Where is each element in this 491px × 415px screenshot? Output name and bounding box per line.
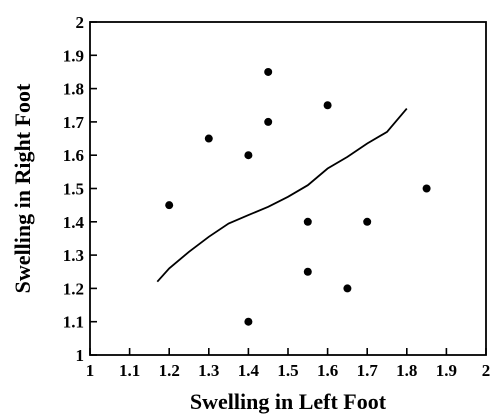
x-tick-label: 1.1 [119,361,140,380]
y-axis-tick-labels: 1 1.1 1.2 1.3 1.4 1.5 1.6 1.7 1.8 1.9 2 [63,13,85,365]
x-tick-label: 1.2 [159,361,180,380]
scatter-points [165,67,431,326]
data-point [264,67,273,76]
data-point [343,284,352,293]
x-axis-tick-labels: 1 1.1 1.2 1.3 1.4 1.5 1.6 1.7 1.8 1.9 2 [86,361,491,380]
y-tick-label: 1.7 [63,113,85,132]
y-tick-label: 1.8 [63,80,84,99]
y-tick-label: 1.3 [63,246,84,265]
y-tick-label: 1.1 [63,313,84,332]
trend-line [156,108,408,283]
x-axis-ticks [89,348,487,355]
y-axis-ticks [90,21,97,356]
data-point [303,267,312,276]
y-axis-title: Swelling in Right Foot [10,83,35,293]
x-tick-label: 1 [86,361,95,380]
x-tick-label: 1.6 [317,361,338,380]
x-tick-label: 2 [482,361,491,380]
x-tick-label: 1.3 [198,361,219,380]
y-tick-label: 1.2 [63,279,84,298]
data-point [323,101,332,110]
x-axis-title: Swelling in Left Foot [190,389,387,414]
data-point [264,117,273,126]
y-tick-label: 1 [76,346,85,365]
data-point [165,201,174,210]
data-point [422,184,431,193]
x-tick-label: 1.4 [238,361,260,380]
data-point [303,217,312,226]
x-tick-label: 1.9 [436,361,457,380]
x-tick-label: 1.7 [357,361,379,380]
x-tick-label: 1.8 [396,361,417,380]
data-point [363,217,372,226]
data-point [204,134,213,143]
y-tick-label: 1.6 [63,146,84,165]
data-point [244,151,253,160]
y-tick-label: 1.4 [63,213,85,232]
x-tick-label: 1.5 [277,361,298,380]
y-tick-label: 1.5 [63,180,84,199]
y-tick-label: 2 [76,13,85,32]
data-point [244,317,253,326]
y-tick-label: 1.9 [63,46,84,65]
